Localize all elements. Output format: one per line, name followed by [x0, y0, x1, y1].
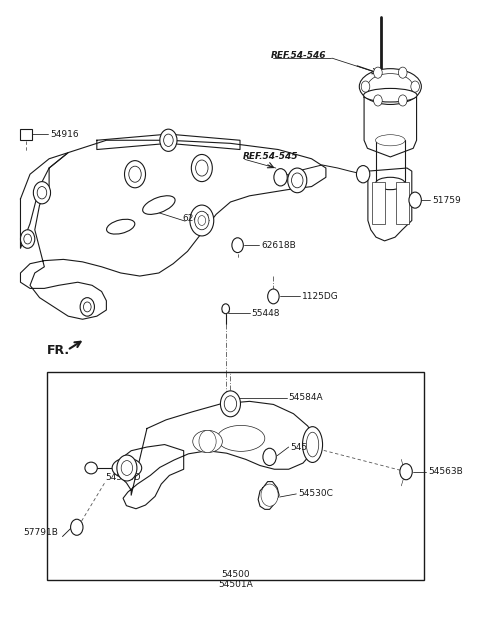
Ellipse shape	[306, 432, 319, 457]
Circle shape	[164, 134, 173, 146]
Circle shape	[192, 154, 212, 182]
Circle shape	[268, 289, 279, 304]
Ellipse shape	[360, 69, 421, 104]
Circle shape	[124, 161, 145, 188]
Text: 57791B: 57791B	[23, 528, 58, 537]
Ellipse shape	[364, 89, 417, 102]
Circle shape	[232, 238, 243, 252]
Ellipse shape	[368, 74, 413, 100]
Text: 1125DG: 1125DG	[302, 292, 339, 301]
Circle shape	[409, 192, 421, 208]
Bar	[47, 372, 424, 580]
Circle shape	[71, 519, 83, 535]
Bar	[396, 182, 409, 224]
Circle shape	[37, 187, 47, 199]
Circle shape	[24, 234, 32, 244]
Circle shape	[34, 182, 50, 204]
Circle shape	[398, 67, 407, 78]
Text: 55448: 55448	[252, 309, 280, 317]
Circle shape	[373, 95, 382, 106]
Ellipse shape	[193, 430, 222, 453]
Text: 62401: 62401	[183, 214, 211, 223]
Circle shape	[398, 95, 407, 106]
Text: 54500: 54500	[221, 570, 250, 578]
Circle shape	[198, 216, 205, 226]
Text: 62618B: 62618B	[262, 241, 296, 250]
Circle shape	[190, 205, 214, 236]
Ellipse shape	[85, 462, 97, 474]
Text: 51759: 51759	[432, 196, 461, 205]
Circle shape	[261, 484, 278, 507]
Text: 54916: 54916	[50, 130, 79, 139]
Text: 54563B: 54563B	[428, 467, 463, 476]
Circle shape	[291, 173, 303, 188]
Circle shape	[361, 81, 370, 92]
Ellipse shape	[217, 425, 265, 451]
Circle shape	[373, 67, 382, 78]
Circle shape	[222, 304, 229, 314]
Circle shape	[195, 211, 209, 230]
Circle shape	[121, 461, 132, 476]
Circle shape	[400, 464, 412, 480]
Circle shape	[220, 391, 240, 417]
Circle shape	[263, 448, 276, 466]
Ellipse shape	[375, 177, 405, 190]
Circle shape	[357, 166, 370, 183]
Circle shape	[196, 160, 208, 176]
Circle shape	[129, 166, 141, 182]
Circle shape	[288, 168, 307, 193]
Ellipse shape	[107, 219, 135, 234]
Text: 54530C: 54530C	[298, 489, 333, 498]
Circle shape	[84, 302, 91, 312]
Bar	[372, 182, 384, 224]
Ellipse shape	[375, 135, 405, 146]
Text: 54551D: 54551D	[106, 474, 141, 482]
Text: 54584A: 54584A	[288, 393, 324, 402]
Text: REF.54-546: REF.54-546	[271, 51, 326, 60]
Text: 54501A: 54501A	[218, 580, 252, 589]
Ellipse shape	[302, 427, 323, 463]
Circle shape	[80, 298, 95, 316]
Circle shape	[117, 455, 137, 481]
Text: 54519: 54519	[290, 443, 319, 451]
Circle shape	[274, 169, 287, 186]
Circle shape	[21, 230, 35, 248]
Bar	[20, 128, 32, 140]
Ellipse shape	[112, 458, 142, 478]
Ellipse shape	[143, 196, 175, 215]
Circle shape	[411, 81, 420, 92]
Circle shape	[224, 396, 237, 412]
Circle shape	[199, 430, 216, 453]
Circle shape	[160, 129, 177, 151]
Text: REF.54-545: REF.54-545	[242, 153, 298, 161]
Text: FR.: FR.	[47, 343, 70, 356]
